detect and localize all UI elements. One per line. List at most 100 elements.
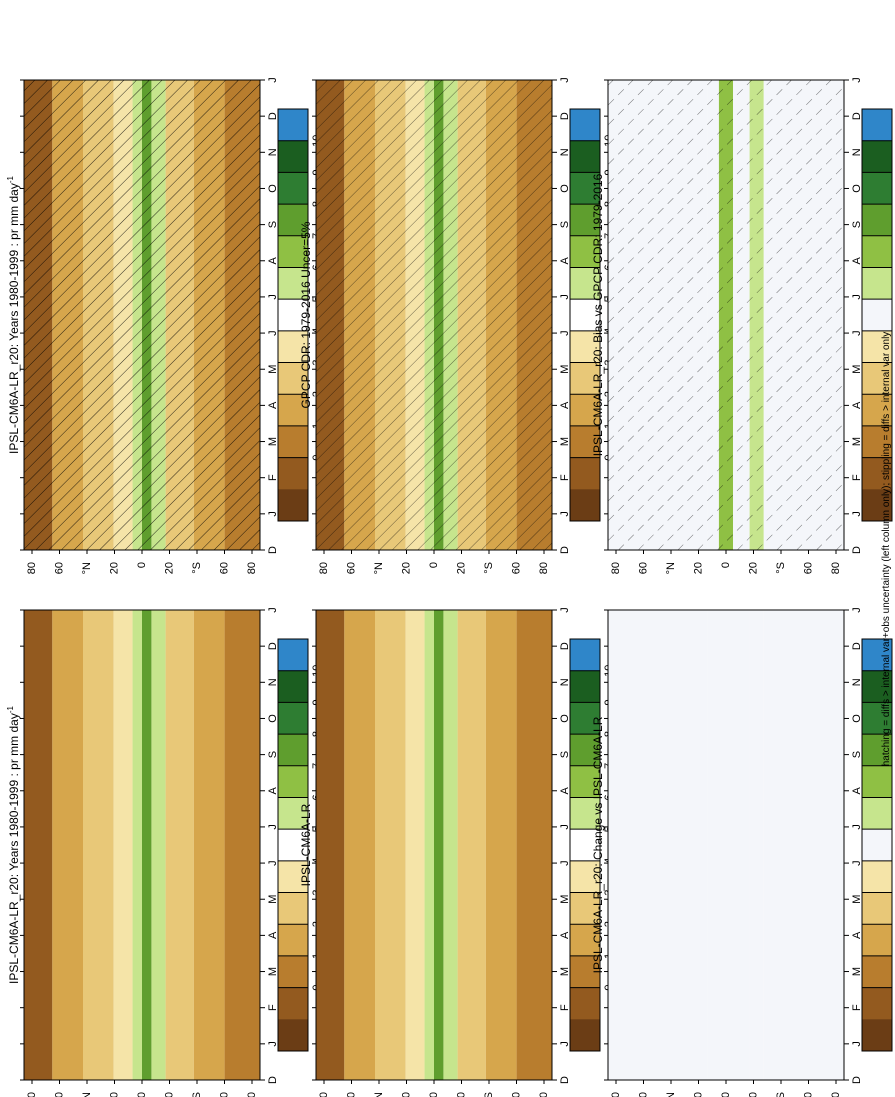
month-tick-label: J (559, 824, 571, 830)
field-band (151, 610, 166, 1080)
colorbar-frame (277, 638, 309, 1052)
month-tick-label: J (267, 511, 279, 517)
colorbar-swatch (570, 987, 600, 1020)
lat-tick-label: 80 (26, 562, 38, 574)
hatching-overlay (608, 80, 844, 550)
month-tick-label: D (559, 642, 571, 650)
field-band (83, 610, 114, 1080)
field-band (718, 610, 734, 1080)
month-tick-label: D (267, 546, 279, 554)
panel-title: IPSL-CM6A-LR_r20: Years 1980-1999 : pr m… (6, 175, 21, 453)
month-tick-label: O (559, 714, 571, 723)
lat-tick-label: °S (775, 562, 787, 574)
panel-title-text: IPSL-CM6A-LR_r20: Bias vs GPCP CDR: 1979… (591, 173, 605, 456)
lat-tick-label: °S (191, 1092, 203, 1097)
month-tick-label: D (851, 546, 863, 554)
colorbar-swatch (278, 829, 308, 862)
month-tick-label: D (851, 1076, 863, 1084)
panel-title: GPCP CDR: 1979-2016 Uncer=5% (299, 221, 313, 408)
month-tick-label: S (559, 751, 571, 758)
month-tick-label: S (267, 221, 279, 228)
colorbar-swatch (570, 924, 600, 957)
panel-title-superscript: -1 (6, 705, 15, 713)
lat-tick-label: 60 (53, 562, 65, 574)
colorbar-swatch (278, 892, 308, 925)
lat-tick-label: 60 (637, 1092, 649, 1097)
lat-tick-label: 20 (108, 562, 120, 574)
colorbar-swatch (278, 330, 308, 364)
lat-tick-label: 80 (610, 1092, 622, 1097)
month-tick-label: M (559, 365, 571, 374)
month-tick-label: N (267, 148, 279, 156)
colorbar-swatch (862, 892, 892, 925)
month-tick-label: F (559, 474, 571, 481)
panel-title: IPSL-CM6A-LR_r20: Years 1980-1999 : pr m… (6, 705, 21, 983)
month-tick-label: M (267, 895, 279, 904)
colorbar-swatch (278, 797, 308, 830)
lat-tick-label: 60 (53, 1092, 65, 1097)
panel-title-text: GPCP CDR: 1979-2016 Uncer=5% (299, 221, 313, 408)
colorbar-frame (569, 108, 601, 522)
colorbar-swatch (570, 235, 600, 268)
lat-tick-label: 20 (163, 562, 175, 574)
month-tick-label: D (559, 112, 571, 120)
lat-tick-label: °N (81, 562, 93, 574)
field-band (434, 610, 444, 1080)
colorbar-swatch (862, 797, 892, 830)
month-tick-label: A (267, 931, 279, 939)
colorbar-swatch (570, 860, 600, 894)
colorbar-swatch (862, 639, 892, 672)
panel-3: GPCP CDR: 1979-2016 Uncer=5% D J F M A M J J A S O N… (299, 77, 615, 574)
colorbar-swatch (570, 362, 600, 395)
colorbar-swatch (278, 670, 308, 703)
field-band (516, 610, 552, 1080)
lat-tick-label: 0 (720, 1092, 732, 1097)
month-tick-label: O (559, 184, 571, 193)
lat-tick-label: 60 (345, 1092, 357, 1097)
colorbar-swatch (862, 109, 892, 142)
colorbar-swatch (278, 204, 308, 237)
month-tick-label: J (559, 77, 571, 83)
lat-tick-label: 80 (318, 1092, 330, 1097)
lat-tick-label: °S (775, 1092, 787, 1097)
month-tick-label: A (267, 401, 279, 409)
month-tick-label: J (559, 330, 571, 336)
lat-tick-label: 60 (345, 562, 357, 574)
field-band (405, 610, 425, 1080)
month-tick-label: D (851, 112, 863, 120)
panel-title: IPSL-CM6A-LR_r20: Bias vs GPCP CDR: 1979… (591, 173, 605, 456)
colorbar-swatch (278, 109, 308, 142)
lat-tick-label: °N (81, 1092, 93, 1097)
month-tick-label: M (267, 437, 279, 446)
colorbar-swatch (278, 299, 308, 332)
panel-field (316, 610, 552, 1080)
colorbar-swatch (570, 267, 600, 300)
colorbar: 109876543210 (569, 108, 615, 522)
month-tick-label: N (267, 678, 279, 686)
colorbar-swatch (278, 1019, 308, 1052)
lat-tick-label: 60 (802, 562, 814, 574)
figure-footnote: hatching = diffs > internal var+obs unce… (881, 332, 892, 767)
colorbar-swatch (278, 425, 308, 459)
month-tick-label: J (559, 294, 571, 300)
month-tick-label: N (851, 678, 863, 686)
colorbar-swatch (862, 702, 892, 735)
month-tick-label: D (267, 112, 279, 120)
field-band (193, 610, 225, 1080)
month-tick-label: J (267, 77, 279, 83)
lat-tick-label: 80 (538, 562, 550, 574)
colorbar-swatch (570, 109, 600, 142)
colorbar-swatch (862, 489, 892, 522)
month-tick-label: A (559, 786, 571, 794)
lat-tick-label: 20 (747, 1092, 759, 1097)
month-tick-label: A (267, 256, 279, 264)
month-tick-label: F (267, 1004, 279, 1011)
month-tick-label: J (559, 1041, 571, 1047)
colorbar-swatch (278, 639, 308, 672)
month-tick-label: A (851, 401, 863, 409)
colorbar-swatch (862, 987, 892, 1020)
panel-title-text: IPSL-CM6A-LR_r20: Years 1980-1999 : pr m… (7, 713, 21, 984)
month-tick-label: O (851, 714, 863, 723)
lat-tick-label: 60 (637, 562, 649, 574)
